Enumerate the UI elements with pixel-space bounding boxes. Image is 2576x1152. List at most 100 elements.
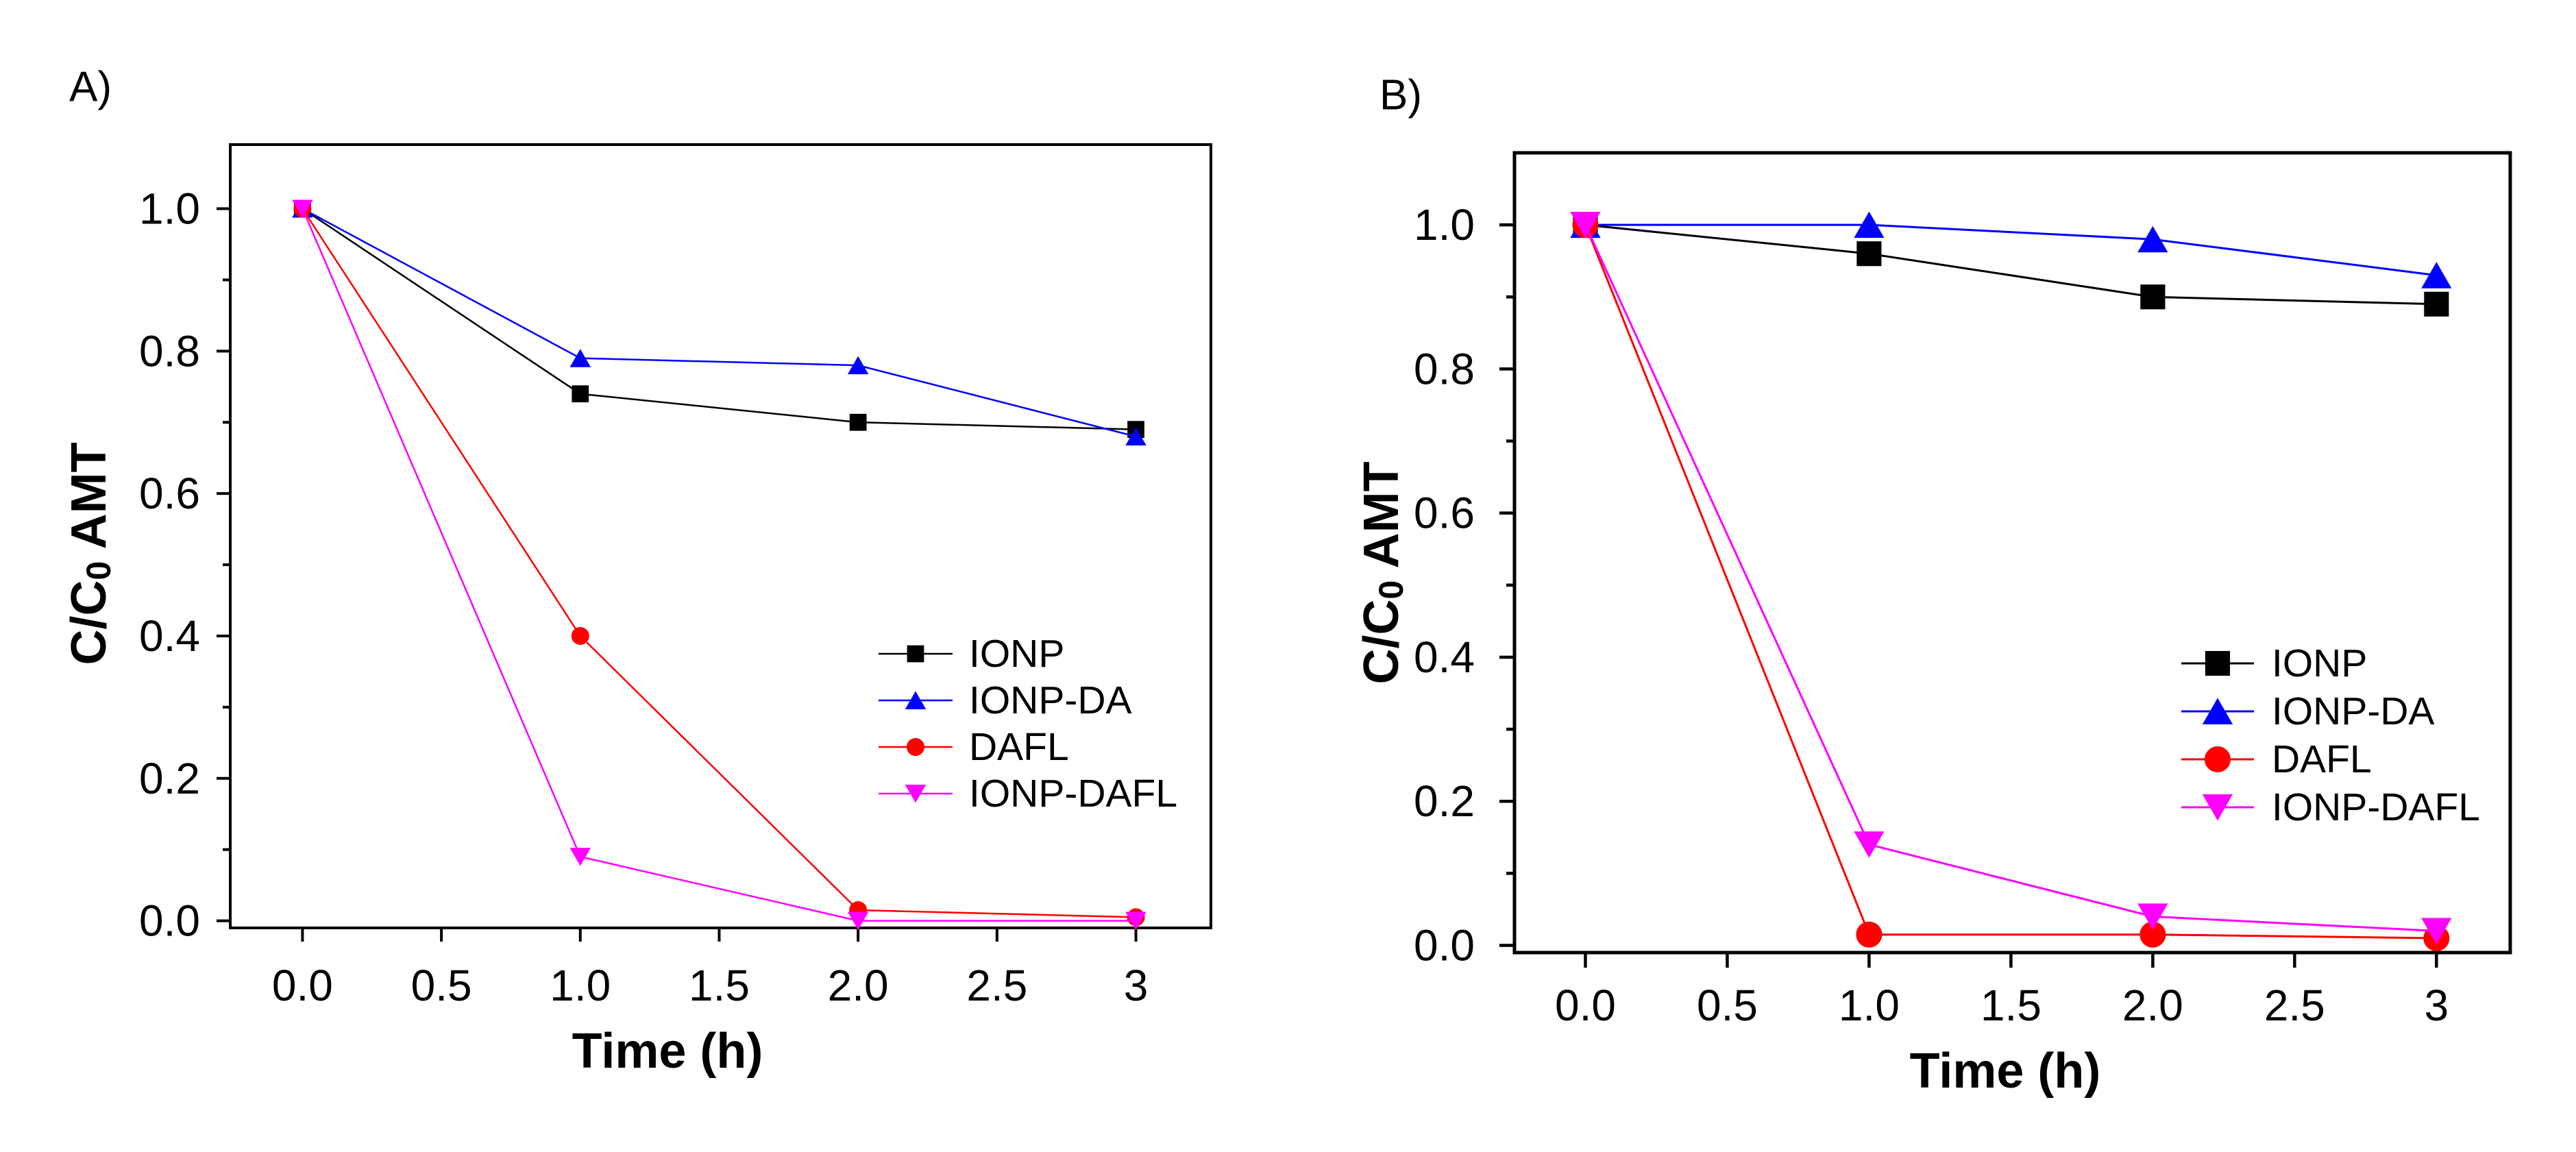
- legend-marker-ionp-da: [2202, 698, 2233, 724]
- y-axis-title-subscript: 0: [79, 561, 118, 580]
- x-tick-label: 3: [1124, 961, 1149, 1010]
- y-tick-label: 1.0: [1414, 200, 1475, 249]
- data-point-ionp-da: [1854, 211, 1885, 238]
- data-point-dafl: [571, 626, 589, 645]
- legend-entry-ionp: IONP: [2181, 641, 2367, 685]
- series-ionp-dafl: [292, 199, 1146, 931]
- series-line-dafl: [302, 208, 1136, 918]
- panel-b: B) Time (h) C/C0 AMT 0.0 0.2 0.4 0.6 0.8 1.0 0…: [1354, 72, 2512, 1099]
- legend-marker-ionp: [907, 645, 924, 663]
- data-point-ionp-dafl: [1570, 212, 1601, 238]
- plot-area: [1570, 211, 2452, 951]
- x-axis-title: Time (h): [572, 1024, 763, 1079]
- y-tick-label: 0.4: [1414, 633, 1475, 682]
- series-line-ionp-dafl: [1584, 224, 2437, 932]
- data-point-ionp-dafl: [292, 199, 313, 219]
- data-point-ionp-da: [1125, 427, 1146, 445]
- legend-entry-ionp-dafl: IONP-DAFL: [879, 772, 1177, 816]
- series-line-dafl: [1584, 224, 2437, 940]
- data-point-ionp-dafl: [1854, 831, 1885, 858]
- data-point-ionp: [2424, 291, 2449, 317]
- y-tick-label: 0.6: [139, 469, 200, 518]
- panel-a: A) Time (h) C/C0 AMT 0.00.20.40.60.81.00…: [62, 64, 1212, 1079]
- x-tick-label: 0.5: [411, 961, 472, 1010]
- x-tick-label: 0.0: [272, 961, 333, 1010]
- plot-frame: [229, 143, 1212, 929]
- legend-label: DAFL: [969, 725, 1069, 769]
- y-tick-label: 0.0: [139, 896, 200, 946]
- x-tick-label: 2.0: [2122, 981, 2183, 1030]
- y-axis-title-main: C/C: [62, 580, 116, 665]
- x-tick-label: 0.0: [1555, 981, 1616, 1030]
- x-tick-label: 3: [2425, 981, 2449, 1030]
- legend-label: IONP: [969, 632, 1064, 676]
- series-line-ionp-da: [302, 208, 1136, 438]
- data-point-ionp: [849, 413, 867, 431]
- legend-label: IONP-DAFL: [2272, 785, 2480, 829]
- data-point-ionp-dafl: [847, 911, 869, 931]
- x-tick-label: 1.5: [1980, 981, 2041, 1030]
- data-point-dafl: [1856, 921, 1882, 948]
- data-point-ionp: [1856, 241, 1882, 267]
- axes: 0.0 0.2 0.4 0.6 0.8 1.0 0.0 0.5 1.0 1.5 2.0 2.5 3: [139, 143, 1212, 1010]
- x-tick-label: 1.0: [550, 961, 611, 1010]
- data-point-ionp-dafl: [2421, 918, 2452, 945]
- legend-marker-ionp: [2205, 650, 2231, 676]
- panel-label: B): [1379, 72, 1422, 119]
- y-tick-label: 0.4: [139, 611, 200, 661]
- y-tick-label: 0.6: [1414, 489, 1475, 538]
- legend-entry-ionp-dafl: IONP-DAFL: [2181, 785, 2480, 829]
- y-axis-title-subscript: 0: [1372, 580, 1410, 600]
- data-point-ionp-dafl: [2137, 903, 2168, 930]
- data-point-ionp-da: [2137, 225, 2168, 253]
- x-tick-label: 2.5: [2264, 981, 2325, 1030]
- data-point-ionp-dafl: [1125, 911, 1146, 931]
- legend-marker-dafl: [2205, 746, 2231, 772]
- legend-label: IONP-DA: [969, 678, 1132, 722]
- y-axis-title: C/C0 AMT: [1354, 461, 1410, 684]
- legend-label: DAFL: [2272, 737, 2372, 781]
- legend-label: IONP-DA: [2272, 689, 2435, 733]
- legend-label: IONP: [2272, 641, 2367, 685]
- legend-entry-ionp: IONP: [879, 632, 1064, 676]
- data-point-ionp-da: [569, 349, 591, 367]
- series-line-ionp: [302, 208, 1136, 430]
- legend-marker-ionp-dafl: [905, 785, 927, 803]
- series-line-ionp: [1585, 223, 2437, 306]
- series-line-ionp-da: [1585, 223, 2437, 277]
- data-point-ionp-da: [2421, 262, 2452, 289]
- y-axis-title-suffix: AMT: [1354, 461, 1409, 580]
- data-point-ionp-da: [847, 356, 869, 375]
- y-tick-label: 0.8: [1414, 344, 1475, 393]
- x-tick-label: 1.5: [689, 961, 750, 1010]
- y-axis-title-main: C/C: [1354, 600, 1409, 685]
- legend-marker-dafl: [907, 738, 924, 756]
- legend-marker-ionp-dafl: [2202, 794, 2233, 821]
- x-tick-label: 2.0: [828, 961, 889, 1010]
- legend-entry-ionp-da: IONP-DA: [879, 678, 1132, 722]
- series-line-ionp-dafl: [302, 208, 1136, 922]
- legend-marker-ionp-da: [905, 691, 927, 709]
- plot-frame: [1512, 151, 2512, 955]
- legend-entry-ionp-da: IONP-DA: [2181, 689, 2435, 733]
- legend-label: IONP-DAFL: [969, 772, 1177, 816]
- x-axis-title: Time (h): [1910, 1044, 2101, 1099]
- data-point-ionp: [572, 385, 589, 403]
- panel-label: A): [69, 64, 112, 111]
- y-axis-title: C/C0 AMT: [62, 442, 118, 665]
- series-ionp-dafl: [1570, 212, 2452, 945]
- y-tick-label: 1.0: [139, 184, 200, 234]
- x-tick-label: 0.5: [1697, 981, 1758, 1030]
- x-tick-label: 2.5: [966, 961, 1027, 1010]
- axes: 0.0 0.2 0.4 0.6 0.8 1.0 0.0 0.5 1.0 1.5 2.0 2.5 3: [1414, 151, 2512, 1030]
- data-point-ionp-dafl: [569, 848, 591, 866]
- y-tick-label: 0.0: [1414, 920, 1475, 970]
- data-point-ionp: [2140, 284, 2166, 310]
- plot-area: [292, 199, 1146, 931]
- legend-entry-dafl: DAFL: [879, 725, 1069, 769]
- y-tick-label: 0.2: [1414, 776, 1475, 826]
- legend-entry-dafl: DAFL: [2181, 737, 2372, 781]
